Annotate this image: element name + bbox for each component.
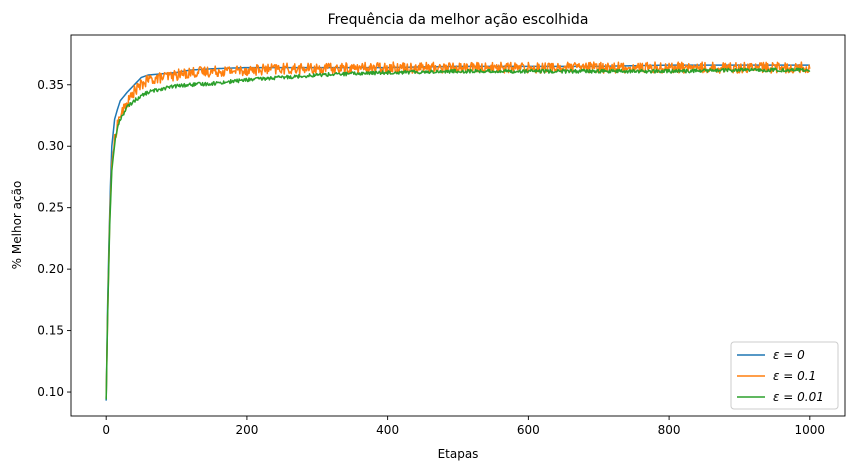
y-tick-label: 0.10 [37,385,64,399]
plot-area [70,34,846,417]
series-line [105,61,811,399]
series-line [105,64,810,401]
plot-frame [70,34,846,417]
y-axis-label: % Melhor ação [10,181,24,270]
legend-label: ε = 0.01 [773,390,824,404]
y-tick-label: 0.25 [37,201,64,215]
legend: ε = 0 ε = 0.1 ε = 0.01 [730,341,839,410]
legend-label: ε = 0 [773,348,805,362]
y-axis: 0.10 0.15 0.20 0.25 0.30 0.35 [37,78,71,399]
y-tick-label: 0.35 [37,78,64,92]
x-tick-label: 800 [658,423,681,437]
x-axis: 0 200 400 600 800 1000 [102,416,825,437]
x-tick-label: 600 [517,423,540,437]
y-tick-label: 0.15 [37,324,64,338]
legend-label: ε = 0.1 [773,369,816,383]
chart-title: Frequência da melhor ação escolhida [328,12,589,28]
y-tick-label: 0.30 [37,139,64,153]
y-tick-label: 0.20 [37,262,64,276]
legend-frame [730,341,839,410]
x-tick-label: 0 [102,423,110,437]
x-tick-label: 1000 [795,423,826,437]
x-axis-label: Etapas [438,447,479,461]
series-line [105,67,811,400]
x-tick-label: 200 [235,423,258,437]
x-tick-label: 400 [376,423,399,437]
